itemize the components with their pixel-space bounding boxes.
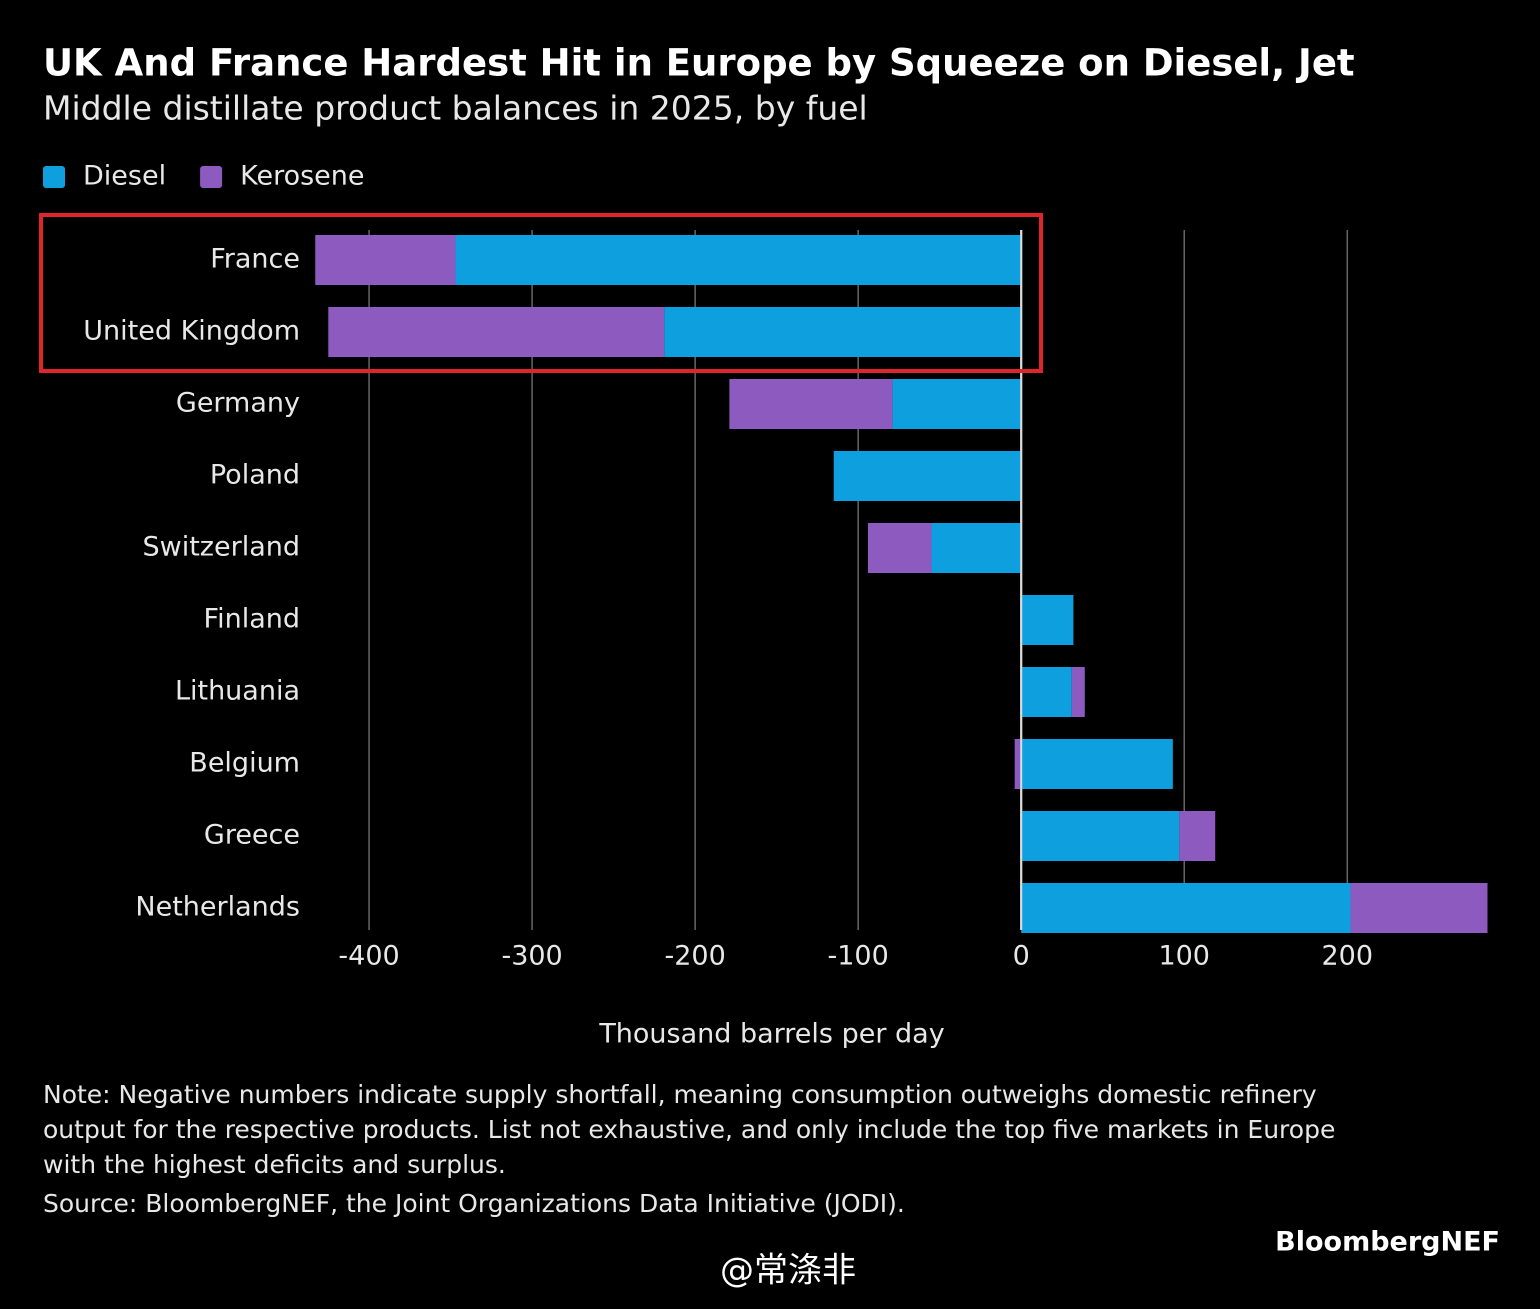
bar <box>1179 811 1216 861</box>
y-tick-label: Germany <box>176 388 300 419</box>
bar <box>1021 739 1173 789</box>
bar <box>315 235 456 285</box>
chart-subtitle: Middle distillate product balances in 20… <box>43 89 868 128</box>
y-tick-label: Switzerland <box>143 532 301 563</box>
bar <box>833 451 1022 501</box>
bar <box>1021 811 1180 861</box>
chart-title: UK And France Hardest Hit in Europe by S… <box>43 42 1355 85</box>
plot-area: Diesel Kerosene -400 -300 -200 -100 0 100 200 Fra… <box>43 161 1488 972</box>
bar <box>931 523 1022 573</box>
y-tick-label: Lithuania <box>175 676 300 707</box>
x-tick-label: 0 <box>1013 941 1030 972</box>
source: Source: BloombergNEF, the Joint Organiza… <box>43 1189 905 1218</box>
y-tick-label: Finland <box>204 604 300 635</box>
x-tick-label: 100 <box>1158 941 1210 972</box>
y-tick-label: United Kingdom <box>83 316 300 347</box>
bar <box>867 523 932 573</box>
bar <box>892 379 1022 429</box>
y-tick-label: Belgium <box>189 748 300 779</box>
x-tick-label: -400 <box>338 941 399 972</box>
bar <box>1350 883 1488 933</box>
watermark: @常涤非 <box>720 1251 856 1291</box>
bar <box>1071 667 1085 717</box>
bar <box>1021 667 1072 717</box>
x-tick-label: -300 <box>501 941 562 972</box>
bar <box>729 379 893 429</box>
x-axis-title: Thousand barrels per day <box>598 1019 944 1050</box>
legend-swatch <box>200 166 223 188</box>
note: with the highest deficits and surplus. <box>43 1150 506 1179</box>
logo: BloombergNEF <box>1275 1227 1500 1258</box>
note: Note: Negative numbers indicate supply s… <box>43 1080 1317 1109</box>
y-tick-label: France <box>210 244 300 275</box>
note: output for the respective products. List… <box>43 1115 1335 1144</box>
bar <box>1021 595 1074 645</box>
legend-label: Diesel <box>83 161 166 192</box>
x-tick-label: -200 <box>664 941 725 972</box>
y-tick-label: Greece <box>204 820 300 851</box>
bar <box>1014 739 1022 789</box>
y-tick-label: Poland <box>210 460 300 491</box>
bar <box>328 307 665 357</box>
bar <box>1021 883 1351 933</box>
legend-label: Kerosene <box>240 161 364 192</box>
highlight-box <box>39 213 1043 373</box>
x-tick-label: -100 <box>828 941 889 972</box>
bar <box>664 307 1022 357</box>
y-tick-label: Netherlands <box>135 892 300 923</box>
bar <box>455 235 1022 285</box>
x-tick-label: 200 <box>1321 941 1373 972</box>
legend-swatch <box>43 166 65 188</box>
